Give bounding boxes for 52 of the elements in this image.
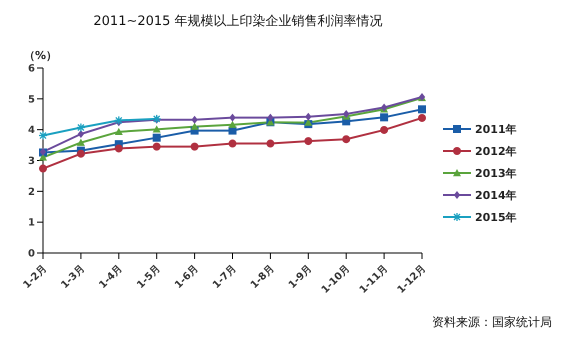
y-tick-label: 6 bbox=[28, 64, 36, 75]
point bbox=[304, 118, 312, 126]
y-axis-title: （%） bbox=[24, 48, 58, 63]
point bbox=[78, 130, 84, 138]
y-tick-label: 1 bbox=[28, 218, 36, 229]
point bbox=[190, 122, 199, 130]
y-tick-label: 5 bbox=[28, 94, 36, 106]
point bbox=[152, 125, 161, 133]
point bbox=[39, 164, 47, 173]
point bbox=[305, 112, 312, 121]
point bbox=[343, 110, 350, 118]
y-tick-label: 3 bbox=[28, 156, 36, 168]
x-tick-label: 1-9月 bbox=[286, 263, 314, 291]
x-tick-label: 1-7月 bbox=[210, 263, 239, 291]
point bbox=[76, 138, 85, 146]
x-tick-label: 1-6月 bbox=[173, 263, 201, 291]
point bbox=[152, 134, 161, 142]
point bbox=[191, 116, 198, 124]
point bbox=[152, 142, 161, 151]
point bbox=[418, 114, 426, 122]
y-tick-label: 0 bbox=[28, 248, 36, 260]
point bbox=[229, 114, 236, 122]
point bbox=[114, 128, 123, 136]
point bbox=[114, 144, 123, 152]
x-tick-label: 1-4月 bbox=[97, 263, 125, 291]
legend-label: 2011年 bbox=[475, 122, 517, 136]
point bbox=[190, 142, 199, 151]
y-tick-label: 2 bbox=[28, 186, 36, 198]
point bbox=[38, 130, 48, 140]
point bbox=[114, 116, 124, 126]
point bbox=[76, 122, 86, 132]
point bbox=[304, 137, 312, 146]
legend-label: 2015年 bbox=[475, 210, 517, 224]
point bbox=[342, 135, 350, 144]
legend-label: 2013年 bbox=[475, 166, 517, 180]
point bbox=[76, 150, 85, 158]
x-tick-label: 1-3月 bbox=[59, 263, 88, 291]
x-tick-label: 1-5月 bbox=[135, 263, 163, 291]
point bbox=[266, 140, 274, 148]
point bbox=[228, 120, 236, 128]
chart-title: 2011~2015 年规模以上印染企业销售利润率情况 bbox=[92, 13, 384, 30]
point bbox=[267, 114, 274, 122]
x-tick-label: 1-8月 bbox=[248, 263, 277, 291]
legend-label: 2012年 bbox=[475, 144, 517, 158]
x-tick-label: 1-2月 bbox=[21, 263, 50, 291]
legend-label: 2014年 bbox=[475, 188, 517, 202]
point bbox=[228, 140, 236, 148]
point bbox=[380, 113, 388, 122]
y-tick-label: 4 bbox=[28, 125, 36, 136]
text: 资料来源：国家统计局 bbox=[432, 314, 552, 331]
point bbox=[380, 126, 388, 134]
point bbox=[418, 105, 426, 114]
